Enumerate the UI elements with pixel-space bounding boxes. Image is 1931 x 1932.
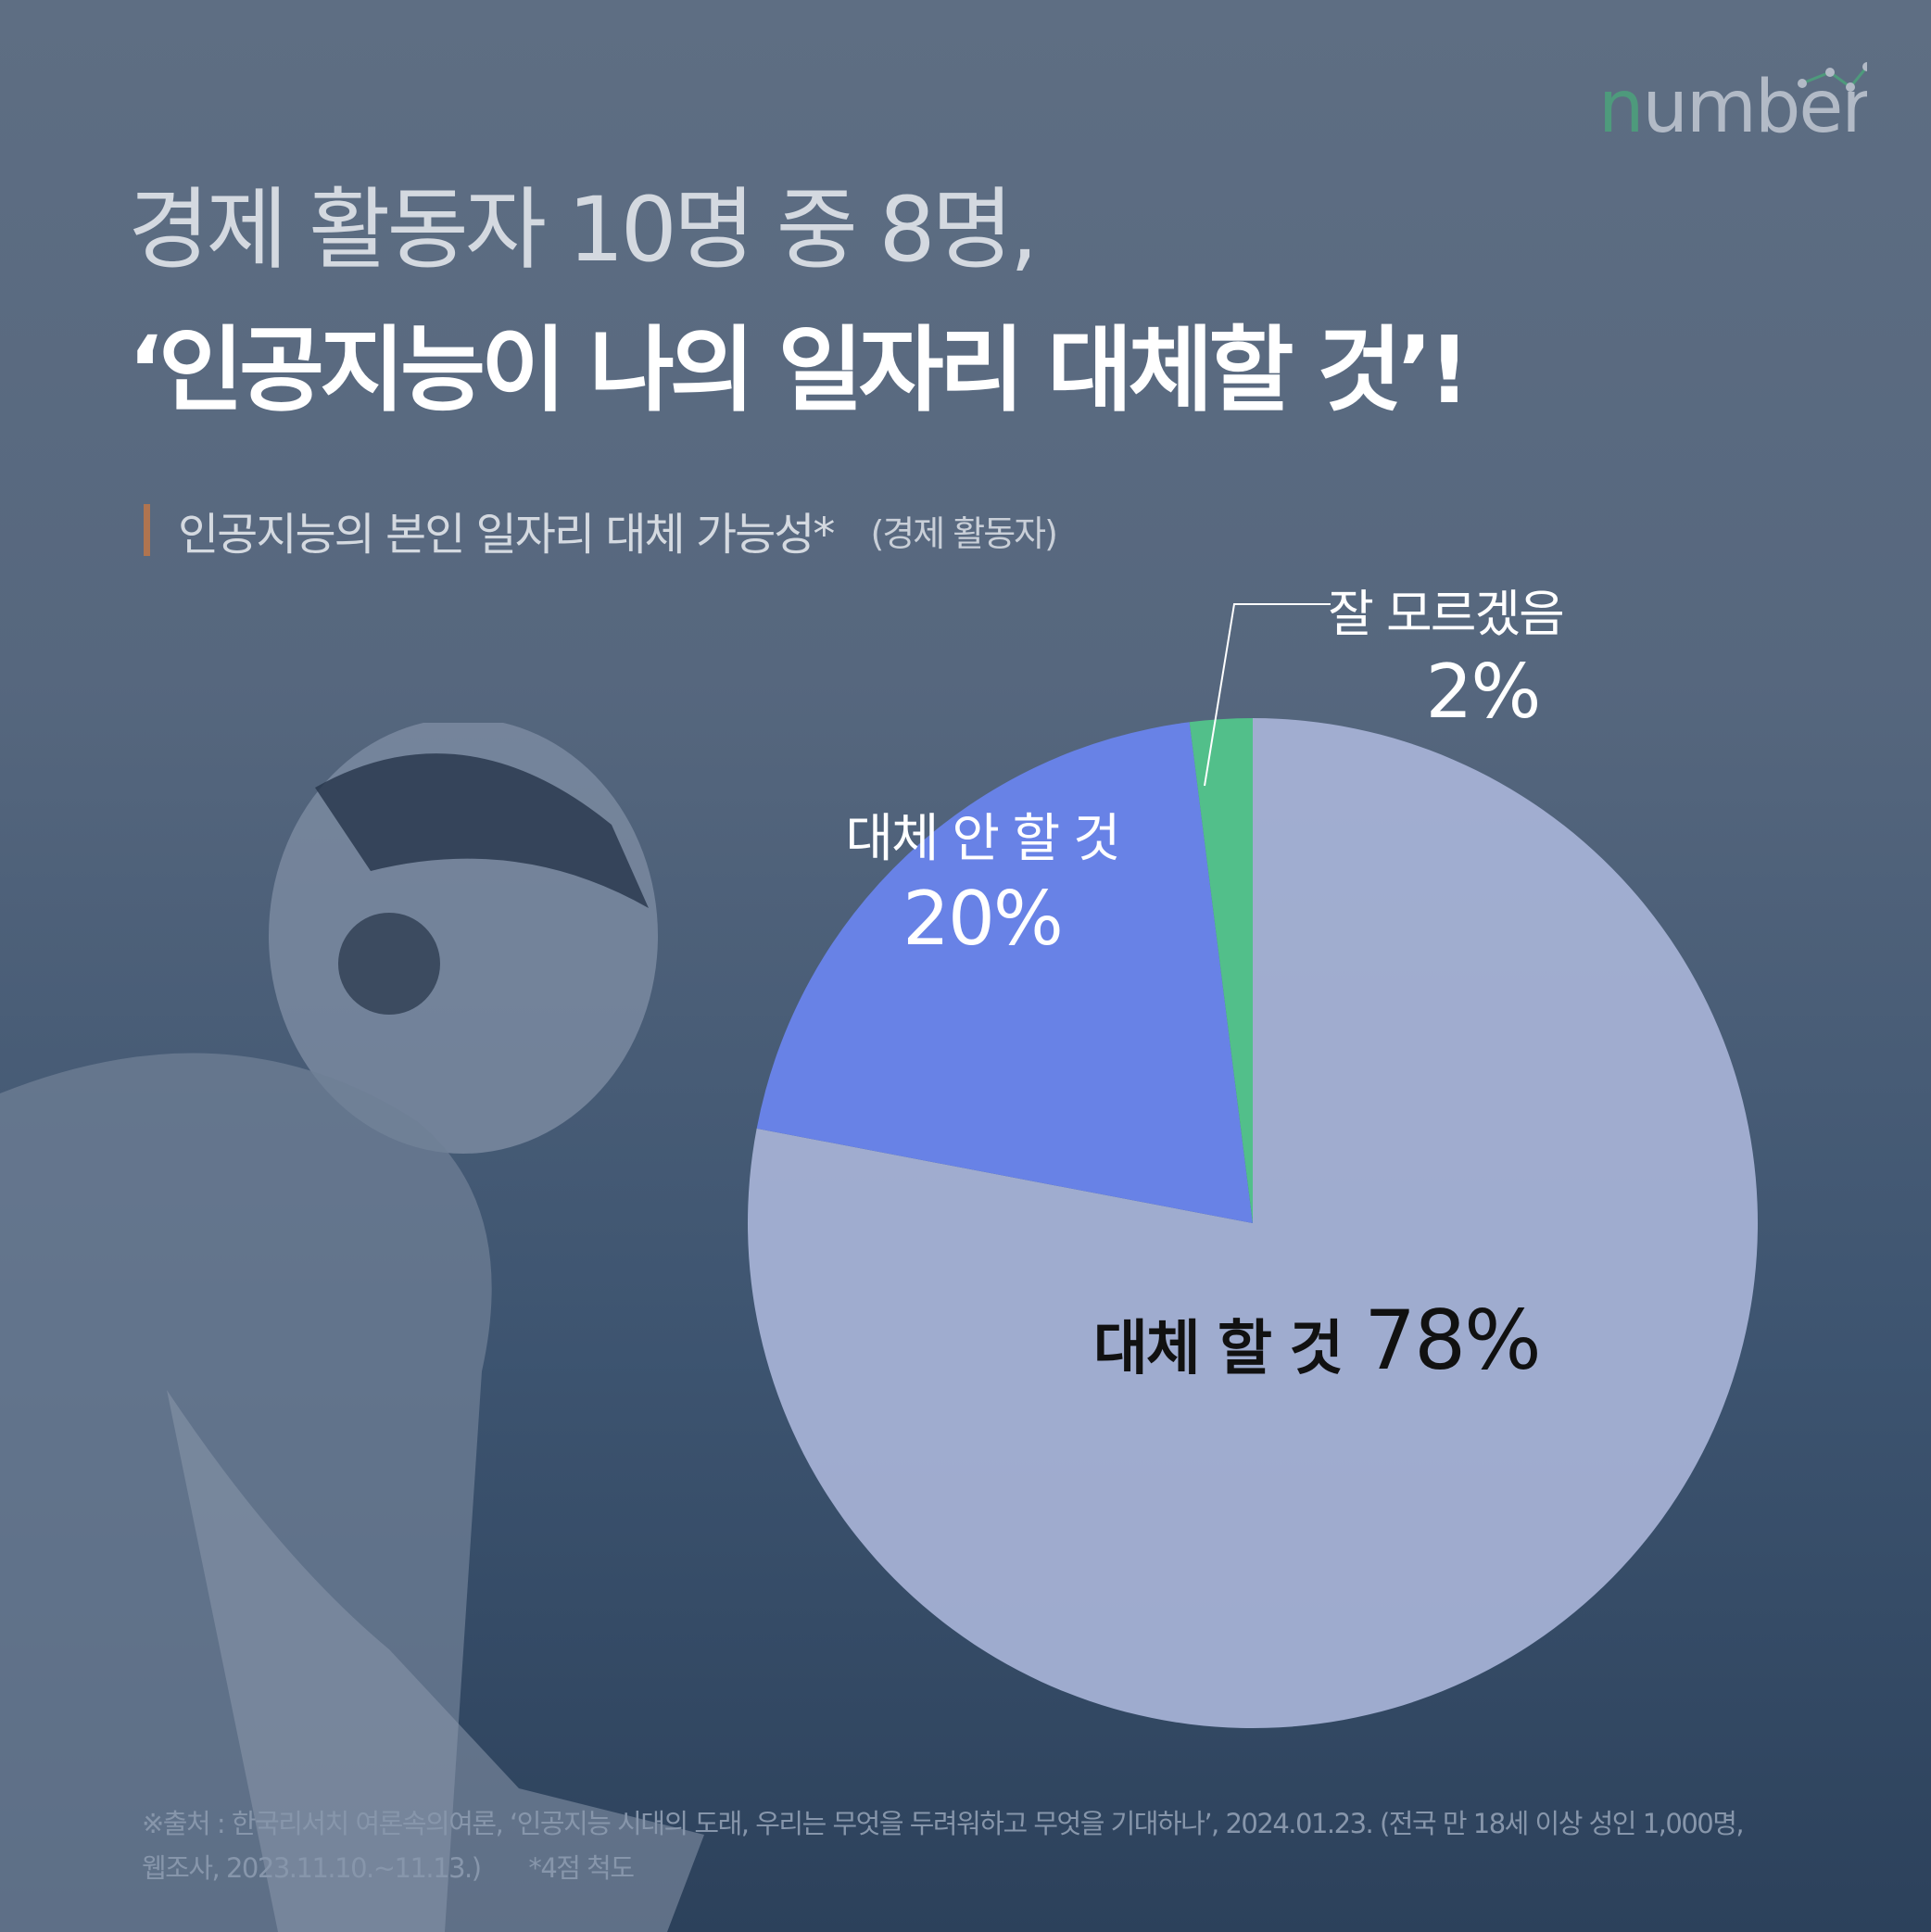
- chart-title-text: 인공지능의 본인 일자리 대체 가능성*: [178, 509, 835, 561]
- chart-title: 인공지능의 본인 일자리 대체 가능성* (경제 활동자): [144, 500, 1058, 561]
- source-survey: 웹조사, 2023.11.10.~11.13.): [142, 1852, 482, 1884]
- slice-label-yes-value: 78%: [1364, 1293, 1542, 1388]
- slice-label-unknown-name: 잘 모르겠음: [1328, 585, 1565, 643]
- slice-label-yes: 대체 할 것 78%: [1093, 1293, 1542, 1388]
- numbers-logo: numbers: [1598, 62, 1867, 139]
- svg-text:numbers: numbers: [1598, 66, 1867, 139]
- source-line1: ※출처 : 한국리서치 여론속의여론, ‘인공지능 시대의 도래, 우리는 무엇…: [142, 1808, 1745, 1839]
- robot-background-image: [0, 723, 704, 1932]
- slice-label-yes-name: 대체 할 것: [1093, 1315, 1344, 1383]
- scale-note: *4점 척도: [528, 1852, 635, 1884]
- pie-slice-3: [1189, 718, 1253, 1223]
- headline-line1: 경제 활동자 10명 중 8명,: [128, 178, 1038, 282]
- slice-label-unknown-value: 2%: [1425, 649, 1542, 735]
- leader-line: [1204, 603, 1331, 787]
- accent-bar: [144, 504, 150, 556]
- source-line2: 웹조사, 2023.11.10.~11.13.) *4점 척도: [142, 1847, 635, 1886]
- slice-label-no-name: 대체 안 할 것: [845, 809, 1120, 869]
- pie-slice-2: [756, 722, 1253, 1223]
- headline-line2: ‘인공지능이 나의 일자리 대체할 것’!: [128, 316, 1470, 424]
- slice-label-no-value: 20%: [902, 876, 1064, 962]
- chart-subtitle: (경제 활동자): [870, 512, 1058, 554]
